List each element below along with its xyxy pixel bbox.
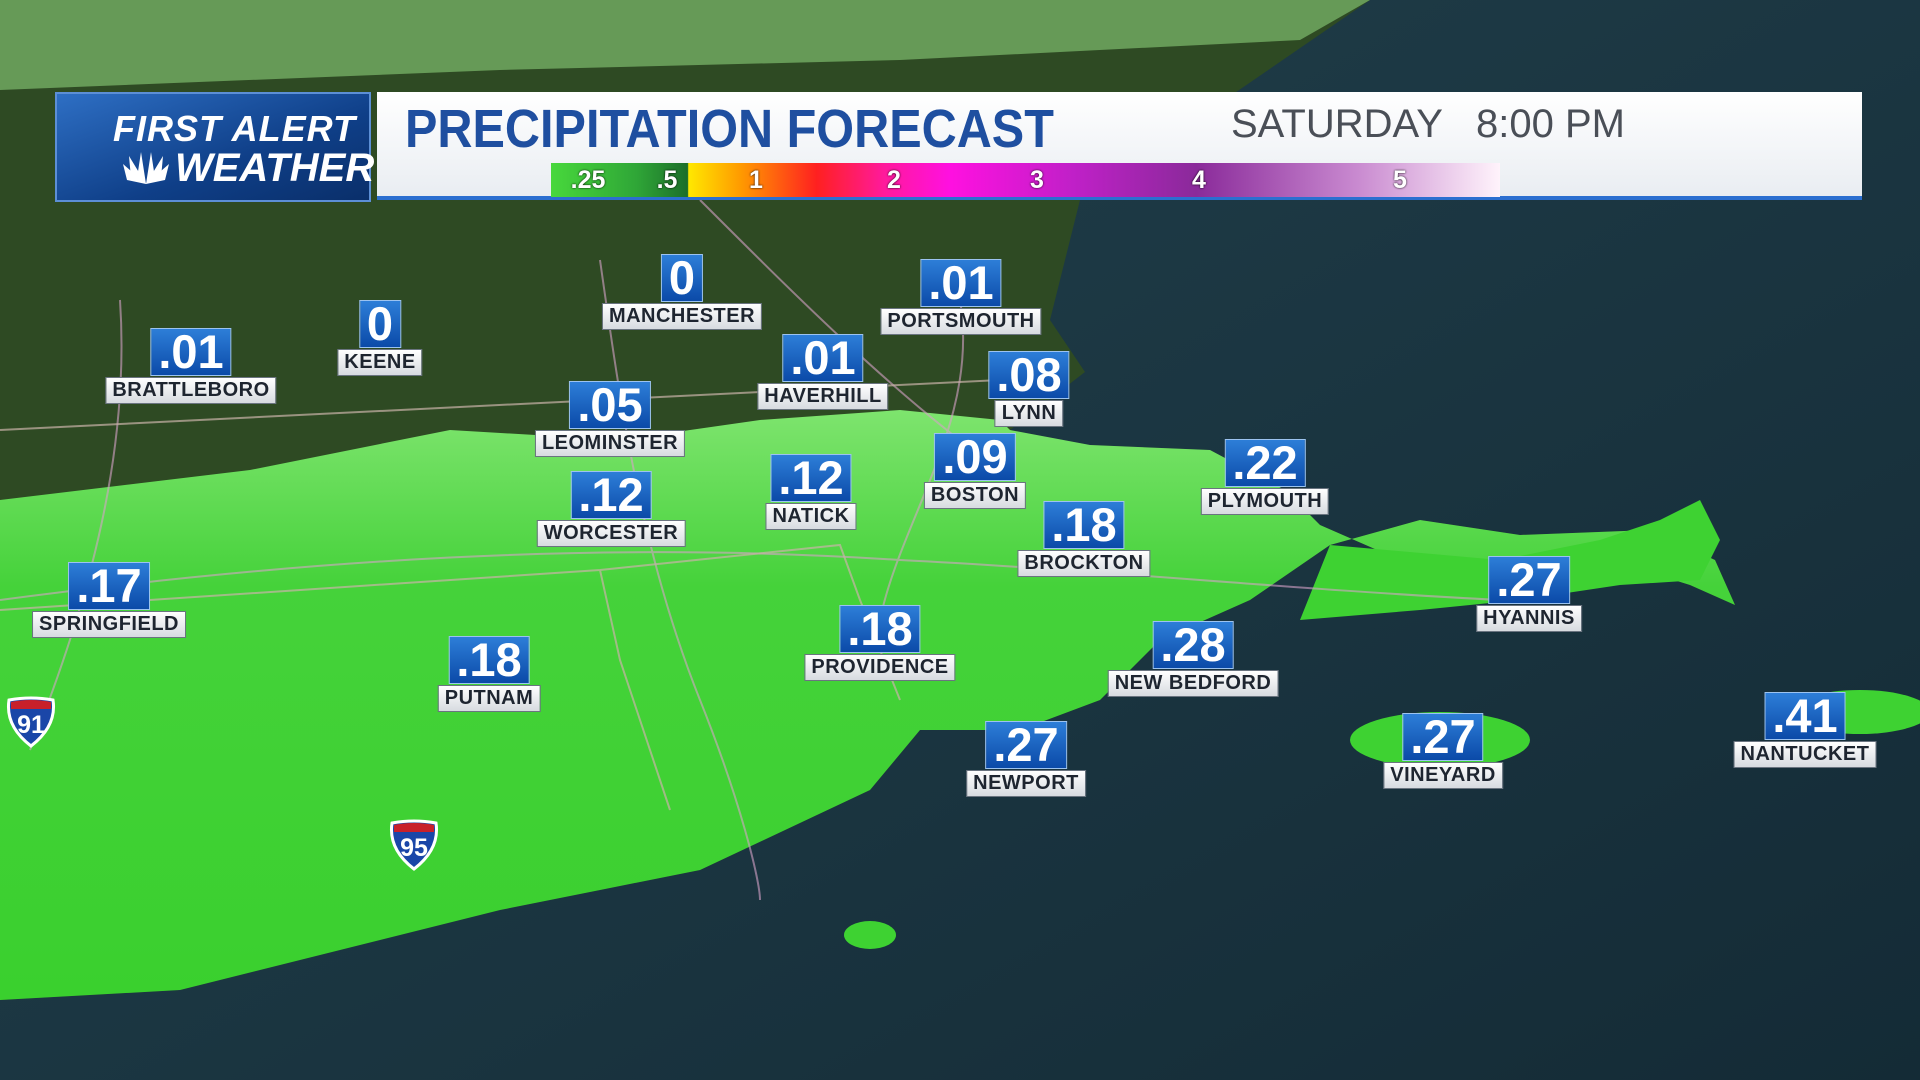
precip-amount: .18 [839, 605, 921, 653]
city-marker: .01 PORTSMOUTH [880, 259, 1042, 335]
light-rain [0, 0, 1370, 90]
city-name: BOSTON [923, 482, 1027, 509]
precip-amount: .05 [569, 381, 651, 429]
shield-number: 91 [17, 711, 45, 739]
city-marker: .09 BOSTON [923, 433, 1027, 509]
precip-amount: .27 [1402, 713, 1484, 761]
logo: FIRST ALERT WEATHER [55, 92, 375, 202]
city-marker: .28 NEW BEDFORD [1107, 621, 1279, 697]
legend-label: .25 [570, 166, 606, 194]
city-name: HAVERHILL [757, 383, 889, 410]
city-marker: 0 MANCHESTER [601, 254, 763, 330]
city-name: PORTSMOUTH [880, 308, 1042, 335]
city-marker: .27 HYANNIS [1476, 556, 1582, 632]
color-scale: .25 .5 1 2 3 4 5 [551, 163, 1500, 197]
city-marker: .01 BRATTLEBORO [105, 328, 277, 404]
interstate-shield: 95 [388, 819, 440, 871]
city-name: BROCKTON [1017, 550, 1151, 577]
precip-amount: .41 [1764, 692, 1846, 740]
city-marker: .01 HAVERHILL [757, 334, 889, 410]
interstate-shield: 91 [5, 696, 57, 748]
shield-number: 95 [400, 834, 428, 862]
city-marker: .17 SPRINGFIELD [32, 562, 186, 638]
city-marker: .27 VINEYARD [1383, 713, 1503, 789]
precip-amount: .01 [150, 328, 232, 376]
roads [0, 199, 1501, 901]
city-name: VINEYARD [1383, 762, 1503, 789]
logo-text: WEATHER [175, 146, 375, 190]
precip-amount: .18 [448, 636, 530, 684]
precip-amount: .17 [68, 562, 150, 610]
title: PRECIPITATION FORECAST [405, 99, 1054, 159]
city-name: KEENE [337, 349, 423, 376]
city-name: LYNN [994, 400, 1064, 427]
city-marker: .05 LEOMINSTER [534, 381, 686, 457]
precip-amount: .22 [1224, 439, 1306, 487]
city-name: PLYMOUTH [1200, 488, 1330, 515]
precip-amount: .12 [570, 471, 652, 519]
time: 8:00 PM [1476, 102, 1625, 146]
title-bar: PRECIPITATION FORECAST SATURDAY 8:00 PM … [377, 92, 1862, 200]
city-marker: .12 WORCESTER [536, 471, 686, 547]
city-name: NEWPORT [966, 770, 1086, 797]
precip-amount: .27 [1488, 556, 1570, 604]
precip-amount: .08 [988, 351, 1070, 399]
city-name: WORCESTER [536, 520, 686, 547]
city-name: HYANNIS [1476, 605, 1582, 632]
city-name: NATICK [765, 503, 857, 530]
city-marker: 0 KEENE [337, 300, 423, 376]
city-name: MANCHESTER [601, 303, 763, 330]
legend-label: 1 [749, 166, 763, 194]
city-name: BRATTLEBORO [105, 377, 277, 404]
logo-text: FIRST ALERT [113, 108, 356, 149]
legend-label: 3 [1030, 166, 1044, 194]
precip-amount: .12 [770, 454, 852, 502]
legend-label: 5 [1393, 166, 1407, 194]
city-name: NEW BEDFORD [1107, 670, 1279, 697]
city-name: PROVIDENCE [804, 654, 956, 681]
legend-label: 4 [1192, 166, 1206, 194]
city-name: NANTUCKET [1733, 741, 1877, 768]
precip-amount: .09 [934, 433, 1016, 481]
precip-amount: .18 [1043, 501, 1125, 549]
precip-amount: .01 [920, 259, 1002, 307]
city-marker: .08 LYNN [988, 351, 1070, 427]
city-marker: .12 NATICK [765, 454, 857, 530]
shield-shape [389, 819, 439, 871]
peacock-icon [123, 152, 169, 184]
shield-shape [6, 696, 56, 748]
legend-label: 2 [887, 166, 901, 194]
city-marker: .18 PUTNAM [437, 636, 541, 712]
city-marker: .18 BROCKTON [1017, 501, 1151, 577]
city-marker: .41 NANTUCKET [1733, 692, 1877, 768]
block-island [844, 921, 896, 949]
city-marker: .22 PLYMOUTH [1200, 439, 1330, 515]
precip-amount: .01 [782, 334, 864, 382]
city-marker: .18 PROVIDENCE [804, 605, 956, 681]
city-name: PUTNAM [437, 685, 541, 712]
precip-amount: 0 [660, 254, 704, 302]
city-marker: .27 NEWPORT [966, 721, 1086, 797]
precip-amount: .28 [1152, 621, 1234, 669]
legend-label: .5 [656, 166, 678, 194]
day: SATURDAY [1231, 102, 1443, 146]
city-name: LEOMINSTER [534, 430, 686, 457]
precip-amount: .27 [985, 721, 1067, 769]
city-name: SPRINGFIELD [32, 611, 186, 638]
precip-amount: 0 [358, 300, 402, 348]
